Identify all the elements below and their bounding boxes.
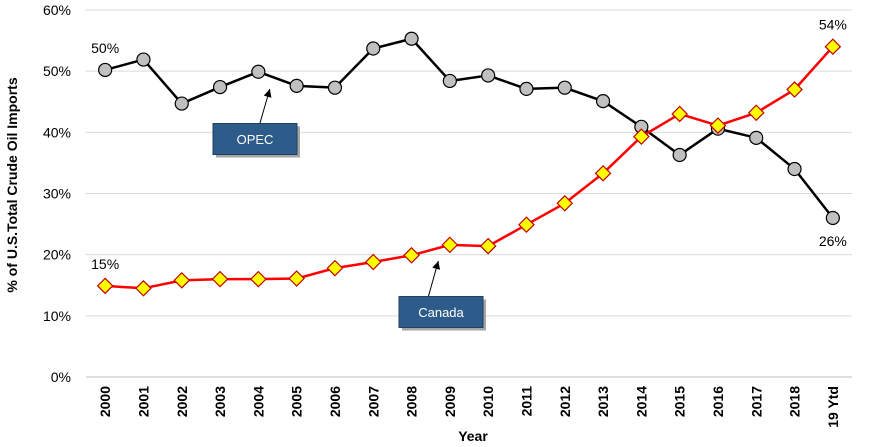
- callout-arrow-head: [432, 260, 441, 270]
- data-point: [327, 80, 343, 95]
- data-point: [594, 164, 612, 182]
- series-layer: [96, 31, 842, 297]
- y-axis-title: % of U.S.Total Crude Oil Imports: [4, 77, 20, 292]
- data-point: [671, 105, 688, 123]
- data-label: 54%: [819, 17, 847, 33]
- data-point: [556, 194, 574, 212]
- x-tick-label: 2011: [518, 386, 534, 417]
- data-point: [557, 80, 572, 95]
- data-point: [364, 253, 382, 271]
- data-label: 26%: [819, 233, 847, 249]
- x-tick-label: 2012: [557, 386, 573, 417]
- data-point: [250, 270, 267, 288]
- data-point: [211, 270, 229, 288]
- y-axis-ticks: 0% 10% 20% 30% 40% 50% 60%: [43, 2, 71, 385]
- x-tick-label: 19 Ytd: [825, 386, 841, 428]
- data-point: [326, 259, 344, 277]
- x-tick-label: 2003: [212, 386, 228, 417]
- data-point: [212, 79, 228, 95]
- data-point: [787, 161, 802, 177]
- y-tick-label: 30%: [43, 186, 71, 202]
- x-tick-label: 2008: [404, 386, 420, 417]
- x-tick-label: 2013: [595, 386, 611, 417]
- y-tick-label: 20%: [43, 247, 71, 263]
- data-point: [749, 130, 764, 145]
- x-axis-title: Year: [458, 428, 488, 444]
- data-point: [633, 128, 650, 145]
- y-tick-label: 60%: [43, 2, 71, 18]
- data-point: [288, 270, 305, 287]
- callout-box: [398, 296, 484, 328]
- x-tick-label: 2018: [787, 386, 803, 417]
- x-tick-label: 2007: [365, 386, 381, 417]
- y-tick-label: 50%: [43, 63, 71, 79]
- data-label: 50%: [91, 40, 119, 56]
- data-point: [289, 78, 304, 93]
- callout-label: Canada: [418, 305, 464, 320]
- data-point: [595, 94, 611, 109]
- data-point: [747, 104, 765, 122]
- callout-label: OPEC: [237, 132, 274, 147]
- data-point: [403, 246, 420, 264]
- x-tick-label: 2002: [174, 386, 190, 417]
- data-point: [251, 64, 266, 79]
- data-point: [136, 52, 151, 67]
- x-tick-label: 2000: [97, 386, 113, 417]
- data-point: [173, 272, 191, 289]
- y-tick-label: 10%: [43, 308, 71, 324]
- x-tick-label: 2016: [710, 386, 726, 417]
- y-tick-label: 0%: [51, 369, 71, 385]
- x-tick-label: 2005: [289, 386, 305, 417]
- data-point: [709, 117, 727, 134]
- x-tick-label: 2014: [633, 386, 649, 417]
- x-tick-label: 2001: [135, 386, 151, 417]
- callout-box: [212, 123, 298, 155]
- data-label: 15%: [91, 256, 119, 272]
- data-point: [519, 81, 534, 97]
- data-point: [174, 96, 189, 111]
- data-point: [481, 68, 496, 83]
- x-tick-label: 2004: [250, 386, 266, 417]
- data-point: [366, 41, 381, 56]
- x-tick-label: 2009: [442, 386, 458, 417]
- y-tick-label: 40%: [43, 124, 71, 140]
- data-point: [98, 62, 113, 78]
- callout-arrow-head: [263, 88, 272, 98]
- x-tick-label: 2010: [480, 386, 496, 417]
- callouts: OPEC Canada: [212, 88, 486, 331]
- x-tick-label: 2017: [748, 386, 764, 417]
- x-tick-label: 2006: [327, 386, 343, 417]
- data-point: [479, 237, 497, 255]
- data-point: [824, 38, 842, 56]
- data-point: [441, 236, 459, 254]
- data-point: [518, 216, 535, 234]
- data-point: [96, 277, 114, 295]
- data-point: [404, 31, 419, 46]
- data-point: [786, 81, 803, 98]
- data-point: [672, 147, 687, 163]
- data-point: [442, 73, 457, 89]
- data-labels: 50% 26% 15% 54%: [91, 17, 847, 272]
- x-tick-label: 2015: [672, 386, 688, 417]
- data-point: [135, 279, 152, 297]
- x-axis-ticks: 2000 2001 2002 2003 2004 2005 2006 2007 2008 2009…: [97, 386, 841, 428]
- data-point: [825, 210, 840, 226]
